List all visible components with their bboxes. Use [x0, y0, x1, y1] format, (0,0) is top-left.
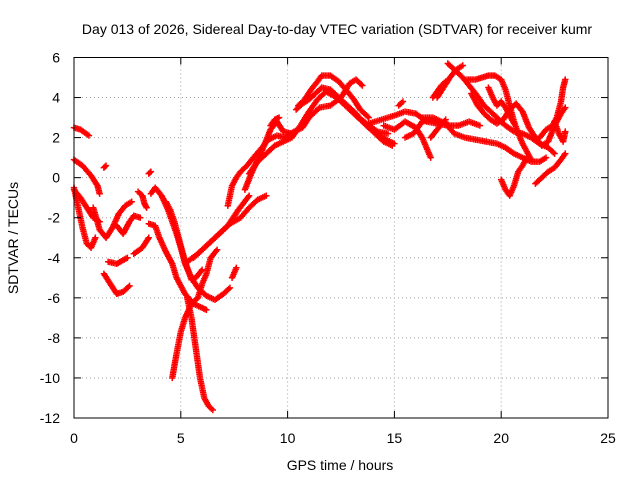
data-point [197, 267, 205, 275]
data-point [275, 114, 283, 121]
data-point [226, 284, 234, 292]
y-tick-label: -6 [48, 290, 61, 306]
data-point [102, 162, 110, 169]
data-point [427, 154, 434, 161]
data-point [399, 98, 407, 105]
y-tick-label: 0 [52, 170, 60, 186]
grid-lines [74, 57, 608, 418]
data-point [391, 140, 398, 147]
data-point [365, 114, 372, 121]
plot-frame [73, 57, 609, 419]
x-tick-label: 20 [493, 430, 509, 446]
data-point [476, 122, 484, 129]
data-point [145, 234, 152, 241]
data-point [357, 81, 365, 88]
y-tick-label: 6 [52, 50, 60, 66]
y-tick-label: -12 [40, 410, 60, 426]
data-point [146, 169, 154, 176]
data-point [101, 163, 109, 170]
x-tick-label: 10 [280, 430, 296, 446]
x-tick-labels: 0 5 10 15 20 25 [70, 430, 616, 446]
data-point [364, 113, 371, 120]
data-point [203, 306, 210, 314]
y-tick-labels: -12 -10 -8 -6 -4 -2 0 2 4 6 [40, 50, 60, 427]
data-point [551, 150, 558, 157]
data-point [384, 130, 392, 137]
y-tick-label: 2 [52, 130, 60, 146]
chart-title: Day 013 of 2026, Sidereal Day-to-day VTE… [82, 21, 592, 37]
data-point [128, 198, 135, 205]
data-point [550, 149, 557, 156]
data-point [562, 150, 569, 157]
data-point [562, 104, 569, 111]
data-point [213, 246, 221, 253]
y-tick-label: -2 [48, 210, 61, 226]
data-point [459, 62, 466, 69]
y-tick-label: -4 [48, 250, 61, 266]
data-point [510, 120, 518, 127]
x-tick-label: 0 [70, 430, 78, 446]
data-point [96, 190, 103, 197]
y-tick-label: -10 [40, 370, 60, 386]
axis-ticks [73, 57, 609, 419]
data-point [562, 76, 569, 83]
y-axis-label: SDTVAR / TECUs [5, 182, 21, 294]
data-point [125, 283, 132, 291]
x-tick-label: 25 [600, 430, 616, 446]
data-point [523, 154, 531, 161]
data-point [542, 154, 550, 161]
x-tick-label: 15 [387, 430, 403, 446]
x-axis-label: GPS time / hours [287, 457, 394, 473]
data-point [147, 168, 155, 175]
data-point [85, 132, 93, 139]
data-point [143, 204, 150, 211]
y-tick-label: -8 [48, 330, 61, 346]
data-point [233, 264, 240, 271]
x-tick-label: 5 [177, 430, 185, 446]
data-point [263, 192, 270, 199]
data-points [70, 60, 569, 414]
data-point [92, 234, 99, 241]
data-point [225, 285, 232, 293]
data-point [209, 406, 217, 414]
data-point [245, 192, 253, 199]
data-point [137, 214, 144, 221]
data-point [124, 254, 131, 261]
y-tick-label: 4 [52, 90, 60, 106]
data-point [359, 82, 366, 89]
data-point [126, 282, 133, 290]
data-point [212, 247, 220, 255]
data-point [562, 128, 569, 135]
